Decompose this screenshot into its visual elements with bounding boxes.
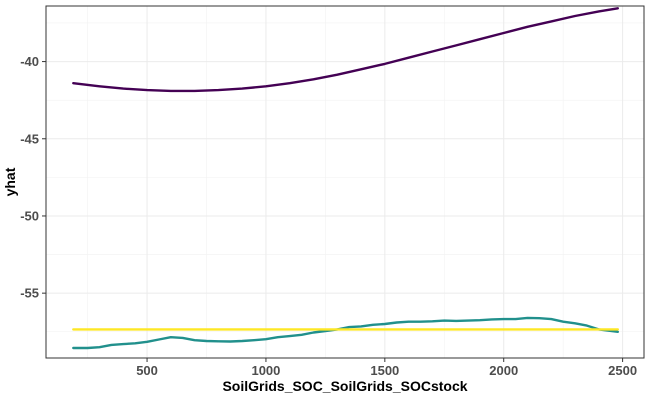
- x-tick-label: 1500: [370, 363, 399, 378]
- y-tick-label: -40: [20, 54, 39, 69]
- minor-gridlines: [46, 6, 644, 358]
- y-tick-label: -45: [20, 131, 39, 146]
- y-tick-label: -50: [20, 208, 39, 223]
- x-axis-ticks: 500 1000 1500 2000 2500: [136, 358, 637, 378]
- y-tick-label: -55: [20, 286, 39, 301]
- major-gridlines: [46, 6, 644, 358]
- y-axis-title: yhat: [2, 167, 18, 196]
- x-tick-label: 1000: [251, 363, 280, 378]
- x-tick-label: 2500: [608, 363, 637, 378]
- series-line-2: [72, 316, 619, 350]
- x-tick-label: 2000: [489, 363, 518, 378]
- y-axis-ticks: -40 -45 -50 -55: [20, 54, 46, 301]
- x-tick-label: 500: [136, 363, 158, 378]
- series-line-1: [72, 7, 619, 93]
- panel-border: [45, 5, 645, 359]
- series-lines: [72, 7, 619, 350]
- x-axis-title: SoilGrids_SOC_SoilGrids_SOCstock: [222, 378, 467, 394]
